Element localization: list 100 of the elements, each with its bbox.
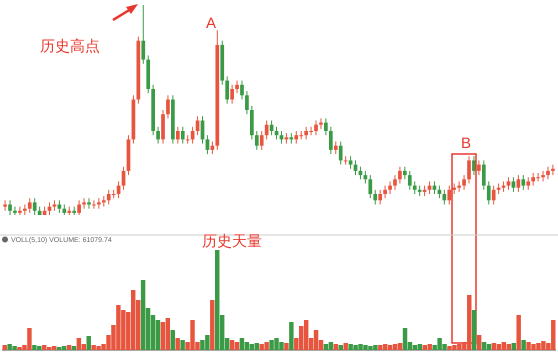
candlestick bbox=[196, 116, 200, 136]
candlestick bbox=[452, 183, 456, 194]
candlestick bbox=[364, 170, 368, 184]
bar bbox=[476, 335, 482, 350]
candlestick bbox=[280, 130, 284, 144]
candlestick bbox=[457, 180, 461, 192]
bar bbox=[180, 340, 185, 350]
candlestick bbox=[77, 200, 81, 216]
candlestick bbox=[284, 132, 288, 144]
candlestick bbox=[87, 198, 91, 210]
candlestick bbox=[190, 126, 194, 144]
bar bbox=[516, 315, 521, 350]
candlestick bbox=[541, 170, 545, 182]
candlestick bbox=[462, 174, 466, 190]
candlestick bbox=[254, 130, 259, 150]
candlestick bbox=[502, 180, 506, 192]
candlestick bbox=[225, 76, 230, 104]
candlestick bbox=[245, 90, 249, 115]
candlestick bbox=[200, 116, 204, 144]
candlestick bbox=[264, 120, 269, 140]
candlestick bbox=[210, 141, 214, 155]
candlestick bbox=[472, 156, 476, 176]
candlestick bbox=[383, 185, 387, 199]
candlestick bbox=[48, 202, 52, 216]
candlestick bbox=[240, 80, 244, 100]
annotation: A bbox=[206, 15, 216, 32]
candlestick bbox=[3, 200, 7, 212]
candlestick bbox=[482, 160, 486, 190]
candlestick bbox=[62, 204, 66, 216]
candlestick bbox=[447, 185, 452, 205]
candlestick bbox=[116, 180, 120, 199]
bar bbox=[289, 322, 294, 350]
candlestick bbox=[442, 189, 446, 205]
candlestick bbox=[338, 141, 343, 166]
candlestick bbox=[467, 156, 471, 184]
candlestick bbox=[388, 180, 392, 194]
candlestick bbox=[166, 94, 170, 119]
candlestick bbox=[28, 198, 32, 214]
candlestick bbox=[428, 180, 432, 194]
candlestick bbox=[492, 185, 496, 205]
candlestick bbox=[260, 130, 264, 150]
candlestick bbox=[546, 166, 550, 180]
bar bbox=[343, 343, 348, 350]
candlestick bbox=[348, 156, 352, 170]
candlestick bbox=[52, 200, 56, 212]
candlestick bbox=[418, 185, 422, 197]
bar bbox=[72, 346, 76, 350]
candlestick bbox=[176, 126, 180, 144]
candlestick bbox=[102, 196, 106, 208]
candlestick bbox=[274, 126, 278, 140]
candlestick bbox=[314, 120, 318, 136]
candlestick bbox=[122, 166, 126, 190]
candlestick bbox=[8, 200, 12, 216]
candlestick bbox=[393, 174, 397, 190]
bar bbox=[512, 343, 516, 350]
candlestick bbox=[334, 141, 338, 155]
candlestick bbox=[521, 174, 526, 190]
annotation: 历史天量 bbox=[202, 233, 262, 250]
candlestick bbox=[22, 204, 27, 216]
candlestick bbox=[408, 170, 412, 190]
candlestick bbox=[477, 160, 481, 176]
candlestick bbox=[58, 200, 62, 214]
candlestick bbox=[368, 174, 372, 199]
candlestick bbox=[422, 185, 426, 197]
candlestick bbox=[289, 132, 294, 144]
bar bbox=[472, 310, 476, 350]
candlestick bbox=[506, 176, 510, 190]
candlestick bbox=[270, 120, 274, 136]
candlestick bbox=[358, 166, 362, 180]
candlestick bbox=[206, 134, 210, 155]
annotation: B bbox=[460, 135, 472, 152]
candlestick bbox=[378, 189, 382, 205]
bar bbox=[66, 345, 72, 350]
candlestick bbox=[512, 176, 516, 192]
candlestick bbox=[496, 183, 500, 194]
candlestick bbox=[354, 160, 358, 176]
bar bbox=[521, 340, 526, 350]
bar bbox=[284, 343, 289, 350]
candlestick bbox=[230, 84, 234, 104]
candlestick bbox=[412, 180, 417, 194]
bar bbox=[334, 344, 338, 350]
candlestick bbox=[398, 166, 402, 184]
bar bbox=[170, 330, 175, 350]
candlestick bbox=[319, 118, 323, 130]
bar bbox=[2, 345, 7, 350]
bar bbox=[338, 345, 343, 350]
candlestick bbox=[32, 198, 37, 216]
candlestick bbox=[141, 4, 146, 64]
bar bbox=[210, 300, 215, 350]
candlestick bbox=[373, 189, 378, 205]
candlestick bbox=[328, 126, 333, 155]
candlestick bbox=[324, 118, 328, 136]
candlestick bbox=[551, 164, 555, 176]
candlestick bbox=[438, 185, 442, 199]
candlestick bbox=[97, 198, 101, 210]
bar bbox=[86, 336, 91, 350]
candlestick bbox=[82, 198, 86, 210]
bar bbox=[175, 338, 180, 350]
candlestick bbox=[403, 166, 407, 180]
annotation: 历史高点 bbox=[40, 38, 100, 55]
